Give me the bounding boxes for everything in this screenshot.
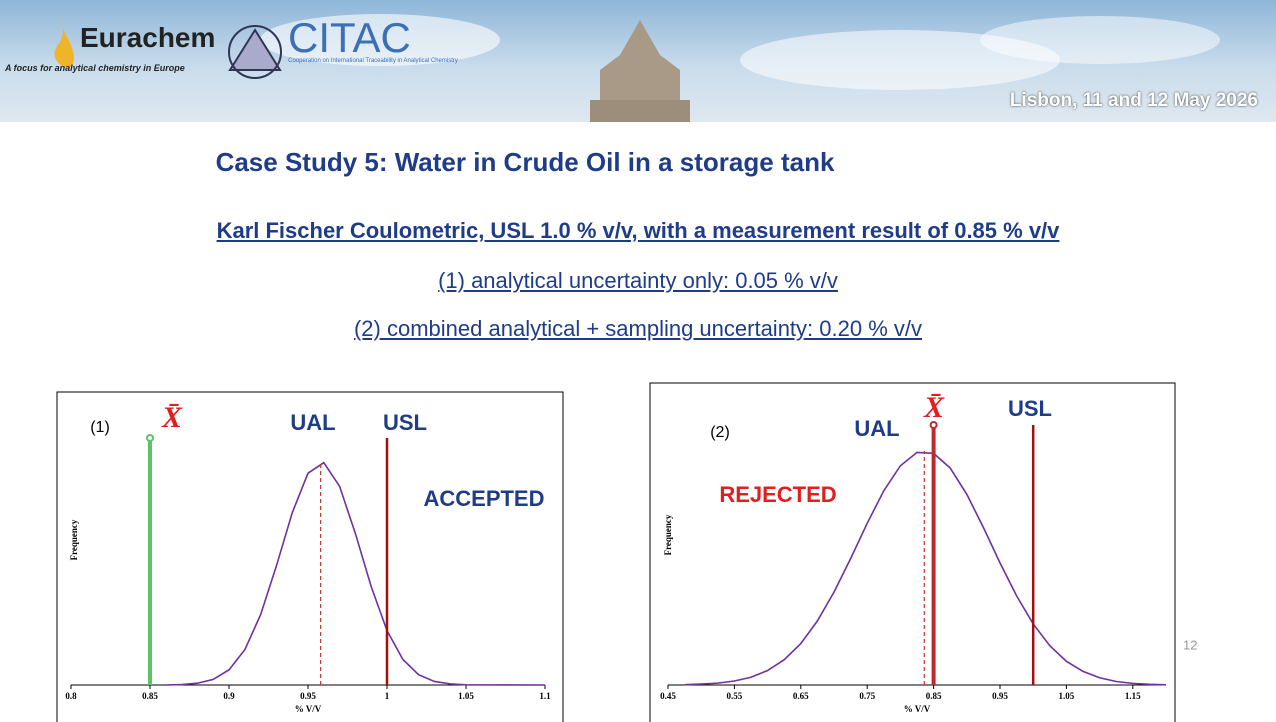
x-tick-label: 1.05	[458, 691, 474, 701]
y-axis-label: Frequency	[663, 514, 673, 555]
page-number: 12	[1183, 637, 1197, 652]
x-tick-label: 1.1	[539, 691, 551, 701]
panel-label: (1)	[90, 419, 110, 436]
charts: 0.8 0.85 0.9 0.95 1 1.05 1.1 % V/V Frequency X̄ UA…	[0, 0, 1276, 722]
limit-dot	[147, 435, 153, 441]
x-tick-label: 0.85	[926, 691, 942, 701]
panel-label: (2)	[710, 424, 730, 441]
limit-label: X̄	[161, 401, 183, 434]
x-tick-label: 0.95	[300, 691, 316, 701]
x-tick-label: 0.65	[793, 691, 809, 701]
x-tick-label: 1.05	[1059, 691, 1075, 701]
x-tick-label: 0.55	[727, 691, 743, 701]
x-tick-label: 1.15	[1125, 691, 1141, 701]
slide: Eurachem A focus for analytical chemistr…	[0, 0, 1276, 722]
limit-label: USL	[1008, 396, 1052, 421]
limit-label: USL	[383, 410, 427, 435]
x-tick-label: 0.9	[223, 691, 235, 701]
x-tick-label: 1	[385, 691, 390, 701]
x-tick-label: 0.85	[142, 691, 158, 701]
chart-frame	[57, 392, 563, 722]
status-label: REJECTED	[719, 482, 836, 507]
status-label: ACCEPTED	[423, 486, 544, 511]
x-axis-label: % V/V	[904, 704, 931, 714]
y-axis-label: Frequency	[69, 519, 79, 560]
limit-label: X̄	[923, 391, 945, 424]
x-axis-label: % V/V	[295, 704, 322, 714]
x-tick-label: 0.45	[660, 691, 676, 701]
x-tick-label: 0.75	[859, 691, 875, 701]
limit-label: UAL	[854, 416, 899, 441]
limit-label: UAL	[290, 410, 335, 435]
x-tick-label: 0.95	[992, 691, 1008, 701]
x-tick-label: 0.8	[65, 691, 77, 701]
